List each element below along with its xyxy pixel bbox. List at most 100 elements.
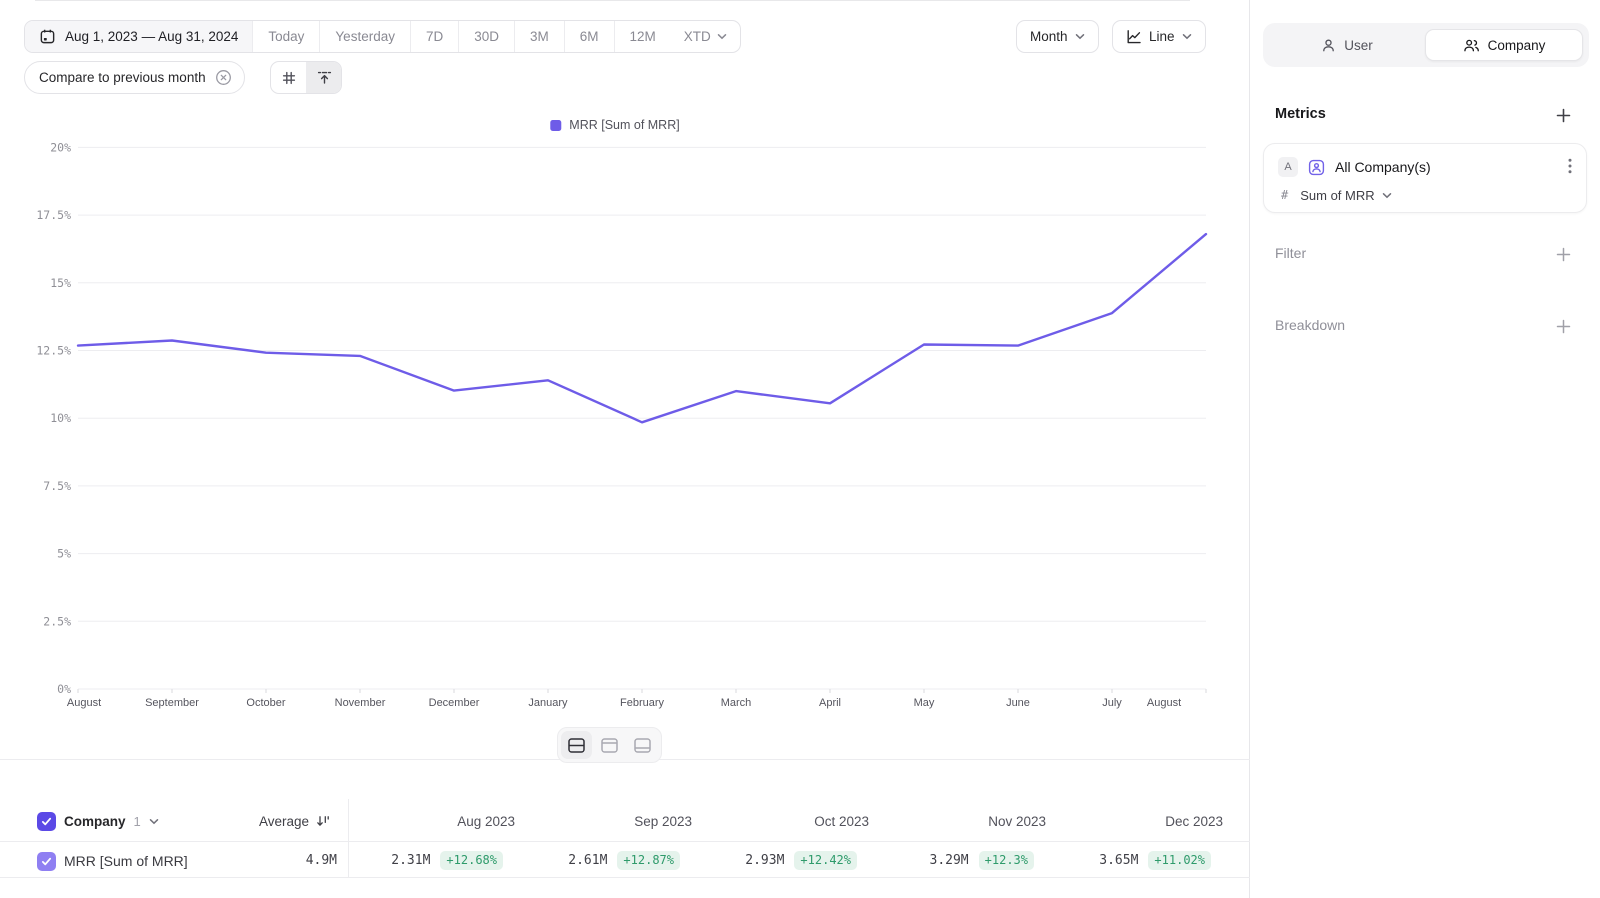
top-divider — [35, 0, 1190, 1]
metric-value: 3.29M — [929, 852, 969, 868]
annotations-toggle-button[interactable] — [306, 62, 341, 93]
chevron-down-icon[interactable] — [149, 818, 159, 825]
toggle-company[interactable]: Company — [1425, 29, 1583, 61]
grid-toggle-button[interactable] — [271, 62, 306, 93]
series-line — [76, 232, 1208, 424]
legend-label: MRR [Sum of MRR] — [569, 118, 680, 132]
user-icon — [1321, 38, 1336, 53]
xtd-label: XTD — [683, 29, 711, 44]
delta-badge: +12.68% — [440, 850, 503, 870]
users-icon — [1463, 38, 1480, 53]
sidebar: User Company Metrics A — [1250, 0, 1600, 898]
y-axis-label: 12.5% — [36, 344, 71, 358]
metrics-title: Metrics — [1275, 106, 1326, 122]
arrow-up-to-line-icon — [316, 69, 333, 86]
date-range-button[interactable]: Aug 1, 2023 — Aug 31, 2024 — [25, 21, 254, 52]
metric-card[interactable]: A All Company(s) # Sum of MRR — [1263, 143, 1587, 213]
y-axis-label: 2.5% — [43, 614, 71, 628]
breakdown-section-label: Breakdown — [1275, 317, 1346, 333]
x-axis-label: December — [429, 697, 480, 709]
metric-card-row: A All Company(s) — [1278, 156, 1431, 178]
x-axis-label: May — [914, 697, 935, 709]
aggregation-label: Sum of MRR — [1300, 187, 1375, 203]
toggle-user[interactable]: User — [1269, 29, 1425, 61]
compare-label: Compare to previous month — [39, 70, 206, 85]
add-filter-button[interactable] — [1555, 246, 1571, 262]
view-table-bottom-button[interactable] — [627, 731, 658, 759]
sort-icon — [316, 814, 330, 828]
number-type-icon: # — [1281, 188, 1289, 202]
add-metric-button[interactable] — [1555, 107, 1571, 123]
month-column-header[interactable]: Oct 2023 — [814, 813, 869, 829]
granularity-dropdown[interactable]: Month — [1016, 20, 1099, 53]
quick-range-yesterday[interactable]: Yesterday — [320, 21, 411, 52]
delta-badge: +11.02% — [1148, 850, 1211, 870]
delta-badge: +12.3% — [978, 850, 1034, 870]
month-column-header[interactable]: Sep 2023 — [634, 813, 692, 829]
legend-swatch — [550, 119, 562, 131]
select-all-checkbox[interactable] — [37, 811, 56, 831]
metric-letter-badge: A — [1278, 157, 1298, 177]
x-axis-label: July — [1102, 697, 1122, 709]
table-column-divider — [348, 799, 349, 877]
quick-range-7d[interactable]: 7D — [411, 21, 460, 52]
view-table-top-button[interactable] — [594, 731, 625, 759]
company-badge-icon — [1307, 158, 1326, 177]
month-column-header[interactable]: Nov 2023 — [988, 813, 1046, 829]
metric-value-cell: 3.29M +12.3% — [879, 842, 1056, 878]
quick-range-today[interactable]: Today — [253, 21, 321, 52]
add-breakdown-button[interactable] — [1555, 318, 1571, 334]
granularity-label: Month — [1030, 29, 1068, 44]
x-axis-label: October — [246, 697, 285, 709]
chart-legend[interactable]: MRR [Sum of MRR] — [550, 118, 680, 132]
date-range-group: Aug 1, 2023 — Aug 31, 2024 Today Yesterda… — [24, 20, 741, 53]
aggregation-dropdown[interactable]: # Sum of MRR — [1281, 185, 1392, 205]
table-header-divider — [0, 841, 1250, 842]
month-column-header[interactable]: Aug 2023 — [457, 813, 515, 829]
metric-value-cell: 2.61M +12.87% — [525, 842, 702, 878]
calendar-icon — [39, 28, 56, 45]
row-checkbox[interactable] — [37, 851, 56, 871]
quick-range-items: Today Yesterday 7D 30D 3M 6M 12M — [253, 21, 670, 52]
metric-value-cell: 2.93M +12.42% — [702, 842, 879, 878]
grid-icon — [281, 70, 297, 86]
chart-type-dropdown[interactable]: Line — [1112, 20, 1206, 53]
y-axis-label: 7.5% — [43, 479, 71, 493]
view-layout-toggle — [557, 727, 662, 763]
quick-range-30d[interactable]: 30D — [459, 21, 515, 52]
row-label: MRR [Sum of MRR] — [64, 853, 188, 869]
average-column-header[interactable]: Average — [180, 800, 330, 842]
line-chart-icon — [1126, 29, 1142, 45]
chart-option-toggles — [270, 61, 342, 94]
remove-compare-icon[interactable] — [215, 69, 232, 86]
quick-range-6m[interactable]: 6M — [565, 21, 615, 52]
table-row-divider — [0, 877, 1250, 878]
delta-badge: +12.87% — [617, 850, 680, 870]
x-axis-label: June — [1006, 697, 1030, 709]
y-axis-label: 17.5% — [36, 208, 71, 222]
delta-badge: +12.42% — [794, 850, 857, 870]
compare-chip[interactable]: Compare to previous month — [24, 61, 245, 94]
date-range-label: Aug 1, 2023 — Aug 31, 2024 — [65, 29, 239, 44]
month-column-header[interactable]: Dec 2023 — [1165, 813, 1223, 829]
quick-range-12m[interactable]: 12M — [629, 29, 656, 44]
kebab-menu-icon[interactable] — [1568, 158, 1572, 179]
metric-value-cell: 2.31M +12.68% — [348, 842, 525, 878]
quick-range-xtd[interactable]: XTD — [671, 21, 740, 52]
x-axis-label: August — [1147, 697, 1181, 709]
x-axis-label: November — [335, 697, 386, 709]
x-axis-label: September — [145, 697, 199, 709]
average-header-label: Average — [258, 813, 309, 829]
quick-range-3m[interactable]: 3M — [515, 21, 565, 52]
view-split-button[interactable] — [561, 731, 592, 759]
toggle-company-label: Company — [1487, 37, 1546, 53]
toggle-user-label: User — [1344, 37, 1373, 53]
entity-header-label: Company — [64, 813, 126, 829]
table-row: MRR [Sum of MRR] — [37, 851, 188, 871]
x-axis-label: August — [67, 697, 101, 709]
table-entity-header: Company 1 — [37, 800, 159, 842]
y-axis-label: 10% — [50, 411, 71, 425]
chevron-down-icon — [1075, 33, 1085, 40]
chevron-down-icon — [717, 33, 727, 40]
